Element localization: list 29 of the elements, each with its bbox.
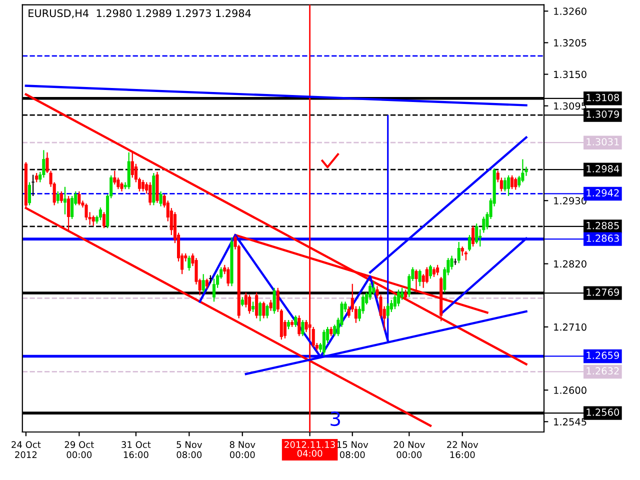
ref-line-label: 1.2942 [586,189,619,197]
ref-line-label: 1.2984 [586,165,620,172]
y-tick-label: 1.2710 [554,323,586,331]
y-tick-label: 1.3205 [554,39,586,47]
ref-line-label: 1.3108 [586,94,620,102]
ref-line-label: 1.2632 [586,367,619,375]
ref-line-label: 1.3031 [586,138,619,146]
y-tick-label: 1.3260 [554,8,586,15]
y-tick-label: 1.2545 [554,418,586,426]
ref-line-label: 1.2863 [586,234,619,242]
ref-line-label: 1.2885 [586,222,619,230]
ref-line-label: 1.2769 [586,288,619,296]
y-tick-label: 1.2930 [554,197,586,204]
chart-title: EURUSD,H4 1.2980 1.2989 1.2973 1.2984 [28,9,251,18]
y-tick-label: 1.3150 [554,70,586,78]
x-tick-label: 31 Oct 16:00 [122,441,151,458]
x-tick-label: 8 Nov 00:00 [230,441,256,458]
ref-line-label: 1.3079 [586,110,619,118]
ref-line-label: 1.2659 [586,352,619,360]
x-tick-label: 2012.11.13 04:00 [284,441,335,457]
x-tick-label: 29 Oct 00:00 [64,441,94,458]
y-tick-label: 1.2820 [554,260,586,268]
x-tick-label: 22 Nov 16:00 [447,441,478,458]
annotation: 3 [330,411,340,426]
y-tick-label: 1.2600 [554,386,586,394]
x-tick-label: 20 Nov 00:00 [394,441,425,458]
x-tick-label: 24 Oct 2012 [12,441,41,458]
x-tick-label: 5 Nov 08:00 [176,441,202,458]
ref-line-label: 1.2560 [586,408,620,416]
